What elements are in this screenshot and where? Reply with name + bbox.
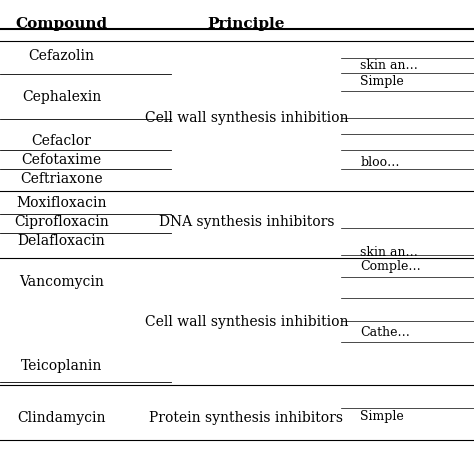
Text: Cefotaxime: Cefotaxime xyxy=(21,153,102,167)
Text: Vancomycin: Vancomycin xyxy=(19,275,104,289)
Text: Comple…: Comple… xyxy=(360,260,421,273)
Text: Ceftriaxone: Ceftriaxone xyxy=(20,172,103,186)
Text: Simple: Simple xyxy=(360,410,404,423)
Text: Cell wall synthesis inhibition: Cell wall synthesis inhibition xyxy=(145,315,348,329)
Text: Delafloxacin: Delafloxacin xyxy=(18,234,106,248)
Text: Principle: Principle xyxy=(208,17,285,31)
Text: Moxifloxacin: Moxifloxacin xyxy=(17,196,107,210)
Text: Cefaclor: Cefaclor xyxy=(32,134,91,148)
Text: skin an…: skin an… xyxy=(360,59,418,72)
Text: Teicoplanin: Teicoplanin xyxy=(21,359,102,373)
Text: Cathe…: Cathe… xyxy=(360,326,410,339)
Text: DNA synthesis inhibitors: DNA synthesis inhibitors xyxy=(159,215,334,229)
Text: Clindamycin: Clindamycin xyxy=(18,411,106,425)
Text: Protein synthesis inhibitors: Protein synthesis inhibitors xyxy=(149,411,344,425)
Text: Cell wall synthesis inhibition: Cell wall synthesis inhibition xyxy=(145,110,348,125)
Text: Simple: Simple xyxy=(360,75,404,88)
Text: Cefazolin: Cefazolin xyxy=(28,49,95,63)
Text: skin an…: skin an… xyxy=(360,246,418,259)
Text: Cephalexin: Cephalexin xyxy=(22,90,101,104)
Text: bloo…: bloo… xyxy=(360,155,400,169)
Text: Ciprofloxacin: Ciprofloxacin xyxy=(14,215,109,229)
Text: Compound: Compound xyxy=(16,17,108,31)
